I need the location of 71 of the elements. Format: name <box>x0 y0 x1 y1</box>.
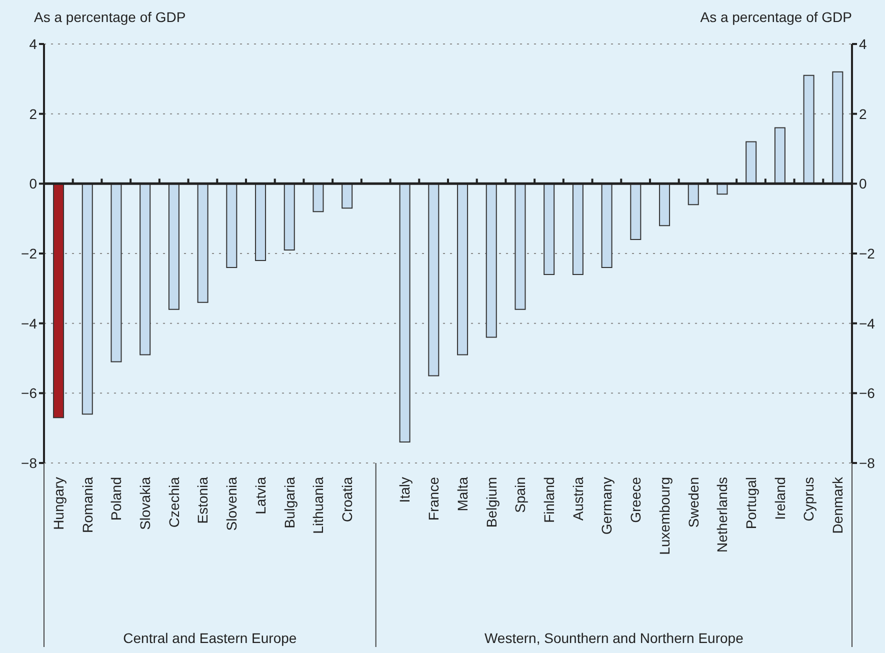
bar <box>659 183 670 226</box>
bar <box>457 183 468 356</box>
bar <box>399 183 410 443</box>
x-tick-label: Czechia <box>166 476 182 528</box>
y2-tick-label: 2 <box>859 106 867 122</box>
bar <box>774 127 786 184</box>
text: Central and Eastern Europe <box>123 630 297 646</box>
y2-tick-label: −6 <box>859 385 876 402</box>
y2-tick-label: −8 <box>859 454 876 471</box>
y-tick-label: −4 <box>21 315 38 332</box>
x-tick-label: Belgium <box>483 477 500 528</box>
bar <box>544 183 555 275</box>
x-tick-label: Slovenia <box>224 476 240 531</box>
x-tick-label: Portugal <box>743 477 759 530</box>
bar <box>601 183 612 268</box>
x-tick-label: Germany <box>598 477 615 535</box>
bar <box>514 183 526 310</box>
x-tick-label: Romania <box>79 476 96 534</box>
x-tick-label: Sweden <box>685 477 702 528</box>
y2-tick-label: 4 <box>859 36 867 52</box>
x-tick-label: Bulgaria <box>281 476 298 528</box>
bar <box>226 183 238 268</box>
bar <box>82 183 93 415</box>
text: Western, Sounthern and Northern Europe <box>484 630 744 646</box>
bar <box>342 183 353 209</box>
y-tick-label: 2 <box>29 106 38 122</box>
bar <box>428 183 440 376</box>
bar <box>255 183 266 261</box>
x-tick-label: Luxembourg <box>656 477 672 555</box>
x-tick-label: Cyprus <box>800 477 817 522</box>
x-tick-label: Estonia <box>194 476 211 524</box>
y2-tick-label: −4 <box>859 315 876 332</box>
x-tick-label: Croatia <box>339 476 355 522</box>
x-tick-label: Ireland <box>772 477 788 520</box>
x-tick-label: Lithuania <box>310 476 326 534</box>
x-tick-label: Poland <box>108 477 124 521</box>
bar <box>168 183 180 310</box>
bar <box>832 71 844 184</box>
x-tick-label: France <box>426 476 442 521</box>
y-tick-label: 4 <box>29 36 38 52</box>
y-tick-label: 0 <box>29 176 38 192</box>
x-tick-label: Denmark <box>830 476 846 534</box>
x-tick-label: Italy <box>396 477 413 503</box>
y2-axis-title: As a percentage of GDP <box>700 9 852 25</box>
y2-tick-label: 0 <box>859 176 867 192</box>
x-tick-label: Netherlands <box>714 477 730 552</box>
x-tick-label: Hungary <box>50 477 66 530</box>
x-tick-label: Spain <box>512 477 528 513</box>
y-tick-label: −2 <box>21 245 38 262</box>
y-tick-label: −8 <box>21 454 38 471</box>
bar <box>572 183 584 275</box>
bar <box>53 183 64 418</box>
x-tick-label: Latvia <box>252 476 268 514</box>
bar <box>486 183 497 338</box>
bar <box>284 183 295 251</box>
bar <box>312 183 324 212</box>
bar <box>746 141 757 184</box>
y-axis-title: As a percentage of GDP <box>34 9 186 25</box>
bar <box>630 183 642 240</box>
bar <box>140 183 151 356</box>
bar <box>688 183 699 206</box>
x-tick-label: Greece <box>628 476 644 523</box>
y2-tick-label: −2 <box>859 245 876 262</box>
x-tick-label: Slovakia <box>137 476 153 530</box>
bar <box>803 74 814 184</box>
x-tick-label: Austria <box>570 476 586 521</box>
x-tick-label: Finland <box>541 477 557 523</box>
bar <box>110 183 122 362</box>
x-tick-label: Malta <box>454 476 470 512</box>
y-tick-label: −6 <box>21 385 38 402</box>
bar <box>197 183 208 303</box>
